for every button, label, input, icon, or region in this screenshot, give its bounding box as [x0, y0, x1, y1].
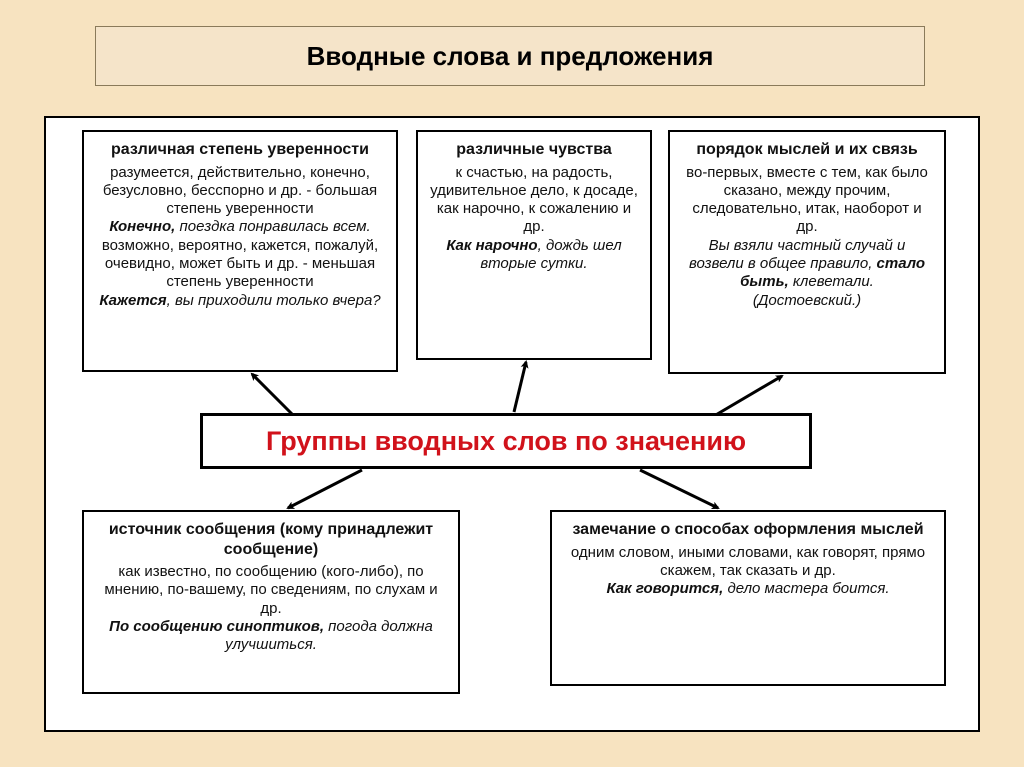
concept-box: порядок мыслей и их связь во-первых, вмес… — [668, 130, 946, 374]
box-text: По сообщению синоптиков, — [109, 618, 324, 635]
title-text: Вводные слова и предложения — [307, 41, 714, 72]
center-label: Группы вводных слов по значению — [200, 413, 812, 469]
box-line: Как говорится, дело мастера боится. — [562, 580, 934, 598]
arrow — [514, 362, 526, 412]
box-text: Кажется — [99, 292, 166, 309]
arrow — [288, 470, 362, 508]
box-text: Конечно, — [109, 218, 175, 235]
box-heading: порядок мыслей и их связь — [680, 140, 934, 160]
box-heading: источник сообщения (кому принадлежит соо… — [94, 520, 448, 559]
box-line: одним словом, иными словами, как говорят… — [562, 544, 934, 581]
page-title: Вводные слова и предложения — [95, 26, 925, 86]
box-line: разумеется, действительно, конечно, безу… — [94, 164, 386, 219]
box-text: во-первых, вместе с тем, как было сказан… — [686, 164, 928, 236]
box-line: к счастью, на радость, удивительное дело… — [428, 164, 640, 237]
arrow — [640, 470, 718, 508]
center-label-text: Группы вводных слов по значению — [266, 426, 746, 457]
box-body: разумеется, действительно, конечно, безу… — [94, 164, 386, 310]
concept-box: замечание о способах оформления мыслей од… — [550, 510, 946, 686]
box-text: дело мастера боится. — [723, 580, 889, 597]
box-text: , вы приходили только вчера? — [167, 292, 381, 309]
box-text: Как говорится, — [606, 580, 723, 597]
box-line: как известно, по сообщению (кого-либо), … — [94, 563, 448, 618]
box-line: (Достоевский.) — [680, 292, 934, 310]
box-line: возможно, вероятно, кажется, пожалуй, оч… — [94, 237, 386, 292]
box-text: разумеется, действительно, конечно, безу… — [103, 164, 377, 218]
box-text: возможно, вероятно, кажется, пожалуй, оч… — [102, 237, 378, 291]
box-line: Вы взяли частный случай и возвели в обще… — [680, 237, 934, 292]
box-body: к счастью, на радость, удивительное дело… — [428, 164, 640, 274]
box-text: одним словом, иными словами, как говорят… — [571, 544, 925, 579]
concept-box: различная степень уверенности разумеется,… — [82, 130, 398, 372]
box-heading: замечание о способах оформления мыслей — [562, 520, 934, 540]
box-text: к счастью, на радость, удивительное дело… — [430, 164, 638, 236]
box-body: одним словом, иными словами, как говорят… — [562, 544, 934, 599]
arrow — [714, 376, 782, 416]
arrow — [252, 374, 296, 418]
box-text: Вы взяли частный случай и возвели в обще… — [689, 237, 905, 272]
box-text: клеветали. — [789, 273, 874, 290]
box-body: как известно, по сообщению (кого-либо), … — [94, 563, 448, 654]
box-text: как известно, по сообщению (кого-либо), … — [104, 563, 437, 617]
box-heading: различные чувства — [428, 140, 640, 160]
box-body: во-первых, вместе с тем, как было сказан… — [680, 164, 934, 310]
concept-box: различные чувства к счастью, на радость, … — [416, 130, 652, 360]
box-line: во-первых, вместе с тем, как было сказан… — [680, 164, 934, 237]
box-text: Как нарочно — [446, 237, 537, 254]
diagram-inner: Группы вводных слов по значению различная… — [46, 118, 978, 730]
diagram-panel: Группы вводных слов по значению различная… — [44, 116, 980, 732]
concept-box: источник сообщения (кому принадлежит соо… — [82, 510, 460, 694]
box-text: (Достоевский.) — [753, 292, 861, 309]
box-line: Как нарочно, дождь шел вторые сутки. — [428, 237, 640, 274]
box-heading: различная степень уверенности — [94, 140, 386, 160]
box-text: поездка понравилась всем. — [175, 218, 370, 235]
box-line: Кажется, вы приходили только вчера? — [94, 292, 386, 310]
box-line: По сообщению синоптиков, погода должна у… — [94, 618, 448, 655]
box-line: Конечно, поездка понравилась всем. — [94, 218, 386, 236]
